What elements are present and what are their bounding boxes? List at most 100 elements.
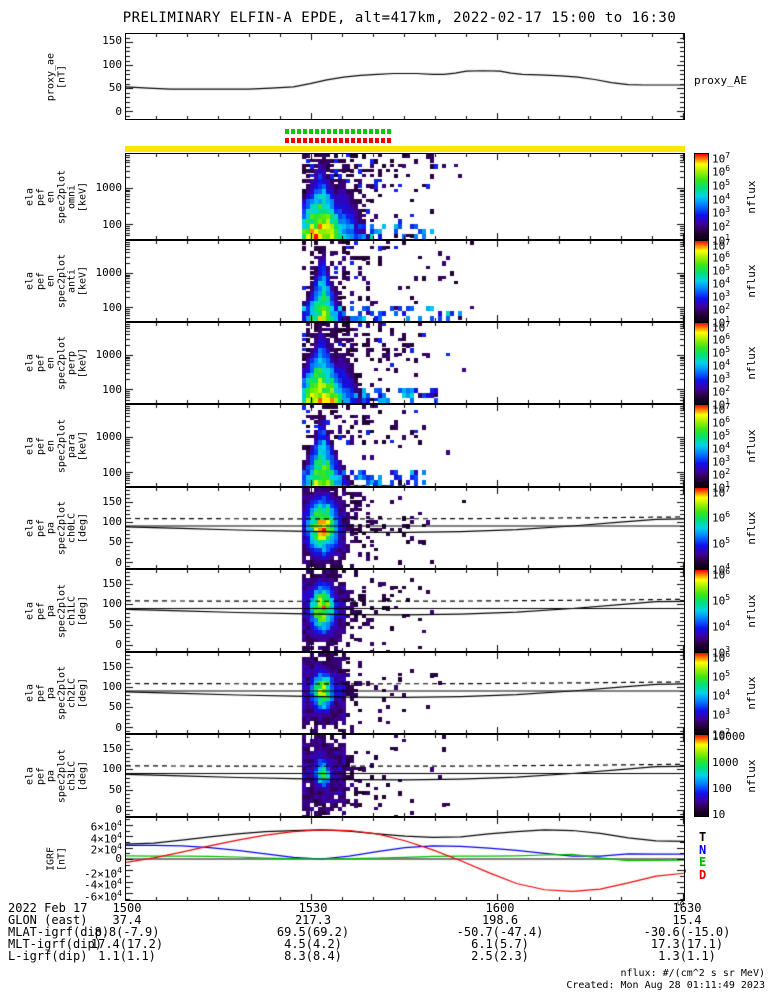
colorbar-tick-label: 102 xyxy=(712,218,731,234)
marker-row-green xyxy=(285,129,393,134)
colorbar-tick-label: 103 xyxy=(712,205,731,220)
ephemeris-value: 69.5(69.2) xyxy=(276,925,350,939)
y-tick-label: 0 xyxy=(115,852,122,865)
spectrogram-panel-perp-canvas xyxy=(126,323,684,403)
ephemeris-row-label: MLAT-igrf(dip) xyxy=(8,925,110,939)
ephemeris-value: 37.4 xyxy=(112,913,142,927)
colorbar-tick-label: 104 xyxy=(712,276,731,291)
x-tick-label: 1530 xyxy=(298,901,328,915)
x-tick-label: 1600 xyxy=(485,901,515,915)
y-tick-label: 100 xyxy=(102,465,122,479)
ephemeris-value: 6.1(5.7) xyxy=(471,937,529,951)
colorbar-tick-label: 105 xyxy=(712,345,731,360)
y-tick-label: 1000 xyxy=(95,180,123,194)
colorbar-anti xyxy=(694,240,709,322)
ephemeris-value: 1.3(1.1) xyxy=(658,949,716,963)
colorbar-tick-label: 103 xyxy=(712,453,731,469)
marker-row-red xyxy=(285,138,393,143)
colorbar-tick-label: 103 xyxy=(712,289,731,304)
colorbar-tick-label: 104 xyxy=(712,618,731,634)
y-tick-label: 4×104 xyxy=(90,830,122,846)
panel-ylabel: ela pef en spec2plot anti [keV] xyxy=(24,253,89,309)
y-tick-label: 150 xyxy=(102,576,122,590)
panel-ylabel: proxy_ae [nT] xyxy=(45,52,68,101)
colorbar-tick-label: 10000 xyxy=(712,729,746,743)
y-tick-label: 150 xyxy=(102,494,122,508)
colorbar-tick-label: 105 xyxy=(712,668,731,684)
y-tick-label: 100 xyxy=(102,57,122,71)
colorbar-perp xyxy=(694,322,709,404)
panel-ylabel: ela pef en spec2plot para [keV] xyxy=(24,418,89,473)
spectrogram-panel-ch1LC xyxy=(125,569,685,652)
ephemeris-row-label: MLT-igrf(dip) xyxy=(8,937,102,951)
ephemeris-row-lshell: L-igrf(dip) 1.1(1.1) 8.3(8.4) 2.5(2.3) 1… xyxy=(0,950,775,962)
nflux-units-note: nflux: #/(cm^2 s sr MeV) xyxy=(620,968,766,979)
y-tick-label: 100 xyxy=(102,597,122,611)
colorbar-tick-label: 102 xyxy=(712,383,731,399)
y-tick-label: 100 xyxy=(102,382,122,396)
ephemeris-value: 17.3(17.1) xyxy=(650,937,724,951)
colorbar-ch3LC xyxy=(694,734,709,817)
igrf-legend-D: D xyxy=(699,867,707,882)
ephemeris-value: 2.5(2.3) xyxy=(471,949,529,963)
colorbar-tick-label: 107 xyxy=(712,150,731,166)
panel-ylabel: ela pef en spec2plot perp [keV] xyxy=(24,335,89,391)
colorbar-tick-label: 106 xyxy=(712,649,731,665)
colorbar-ch1LC xyxy=(694,569,709,652)
colorbar-tick-label: 104 xyxy=(712,191,731,207)
ephemeris-value: 217.3 xyxy=(294,913,332,927)
y-tick-label: 50 xyxy=(108,782,122,796)
proxy-ae-panel xyxy=(125,33,685,120)
colorbar-ch2LC xyxy=(694,652,709,734)
created-timestamp: Created: Mon Aug 28 01:11:49 2023 xyxy=(566,980,765,991)
y-tick-label: 6×104 xyxy=(90,819,122,834)
spectrogram-panel-ch1LC-canvas xyxy=(126,570,684,651)
panel-ylabel: ela pef pa spec2plot ch0LC [deg] xyxy=(24,500,89,556)
colorbar-axis-label: nflux xyxy=(744,593,758,628)
ephemeris-value: 198.6 xyxy=(481,913,519,927)
colorbar-tick-label: 102 xyxy=(712,726,731,742)
ephemeris-row-glon: GLON (east) 37.4 217.3 198.6 15.4 xyxy=(0,914,775,926)
y-tick-label: 0 xyxy=(115,803,122,817)
x-tick-label: 1630 xyxy=(672,901,702,915)
y-tick-label: 150 xyxy=(102,34,122,48)
colorbar-tick-label: 100 xyxy=(712,781,732,795)
igrf-legend-T: T xyxy=(699,830,707,844)
y-tick-label: 1000 xyxy=(95,265,123,279)
colorbar-tick-label: 101 xyxy=(712,479,731,495)
panel-ylabel: ela pef pa spec2plot ch2LC [deg] xyxy=(24,665,89,721)
y-tick-label: -6×104 xyxy=(84,889,122,904)
colorbar-tick-label: 102 xyxy=(712,466,731,482)
ephemeris-row-label: L-igrf(dip) xyxy=(8,949,88,963)
spectrogram-panel-anti xyxy=(125,240,685,322)
y-tick-label: 100 xyxy=(102,679,122,693)
colorbar-axis-label: nflux xyxy=(744,758,758,793)
ephemeris-value: -30.6(-15.0) xyxy=(643,925,731,939)
spectrogram-panel-ch3LC xyxy=(125,734,685,817)
colorbar-axis-label: nflux xyxy=(744,428,758,463)
ephemeris-value: 15.4 xyxy=(672,913,702,927)
y-tick-label: 0 xyxy=(115,638,122,652)
y-tick-label: 1000 xyxy=(95,347,123,361)
y-tick-label: 50 xyxy=(108,81,122,95)
y-tick-label: 0 xyxy=(115,555,122,569)
colorbar-tick-label: 106 xyxy=(712,414,731,430)
colorbar-tick-label: 106 xyxy=(712,566,731,582)
ephemeris-value: -50.7(-47.4) xyxy=(456,925,544,939)
spectrogram-panel-para-canvas xyxy=(126,405,684,486)
colorbar-tick-label: 105 xyxy=(712,263,731,278)
y-tick-label: 2×104 xyxy=(90,842,122,857)
y-tick-label: 150 xyxy=(102,741,122,755)
y-tick-label: -2×104 xyxy=(84,865,122,881)
colorbar-tick-label: 1000 xyxy=(712,755,739,769)
ephemeris-value: 8.3(8.4) xyxy=(284,949,342,963)
panel-ylabel: ela pef pa spec2plot ch1LC [deg] xyxy=(24,583,89,638)
colorbar-axis-label: nflux xyxy=(744,179,758,214)
spectrogram-panel-para xyxy=(125,404,685,487)
igrf-panel xyxy=(125,817,685,901)
spectrogram-panel-ch0LC xyxy=(125,487,685,569)
igrf-legend-N: N xyxy=(699,842,707,857)
colorbar-tick-label: 105 xyxy=(712,592,731,608)
panel-ylabel: ela pef en spec2plot omni [keV] xyxy=(24,169,89,224)
